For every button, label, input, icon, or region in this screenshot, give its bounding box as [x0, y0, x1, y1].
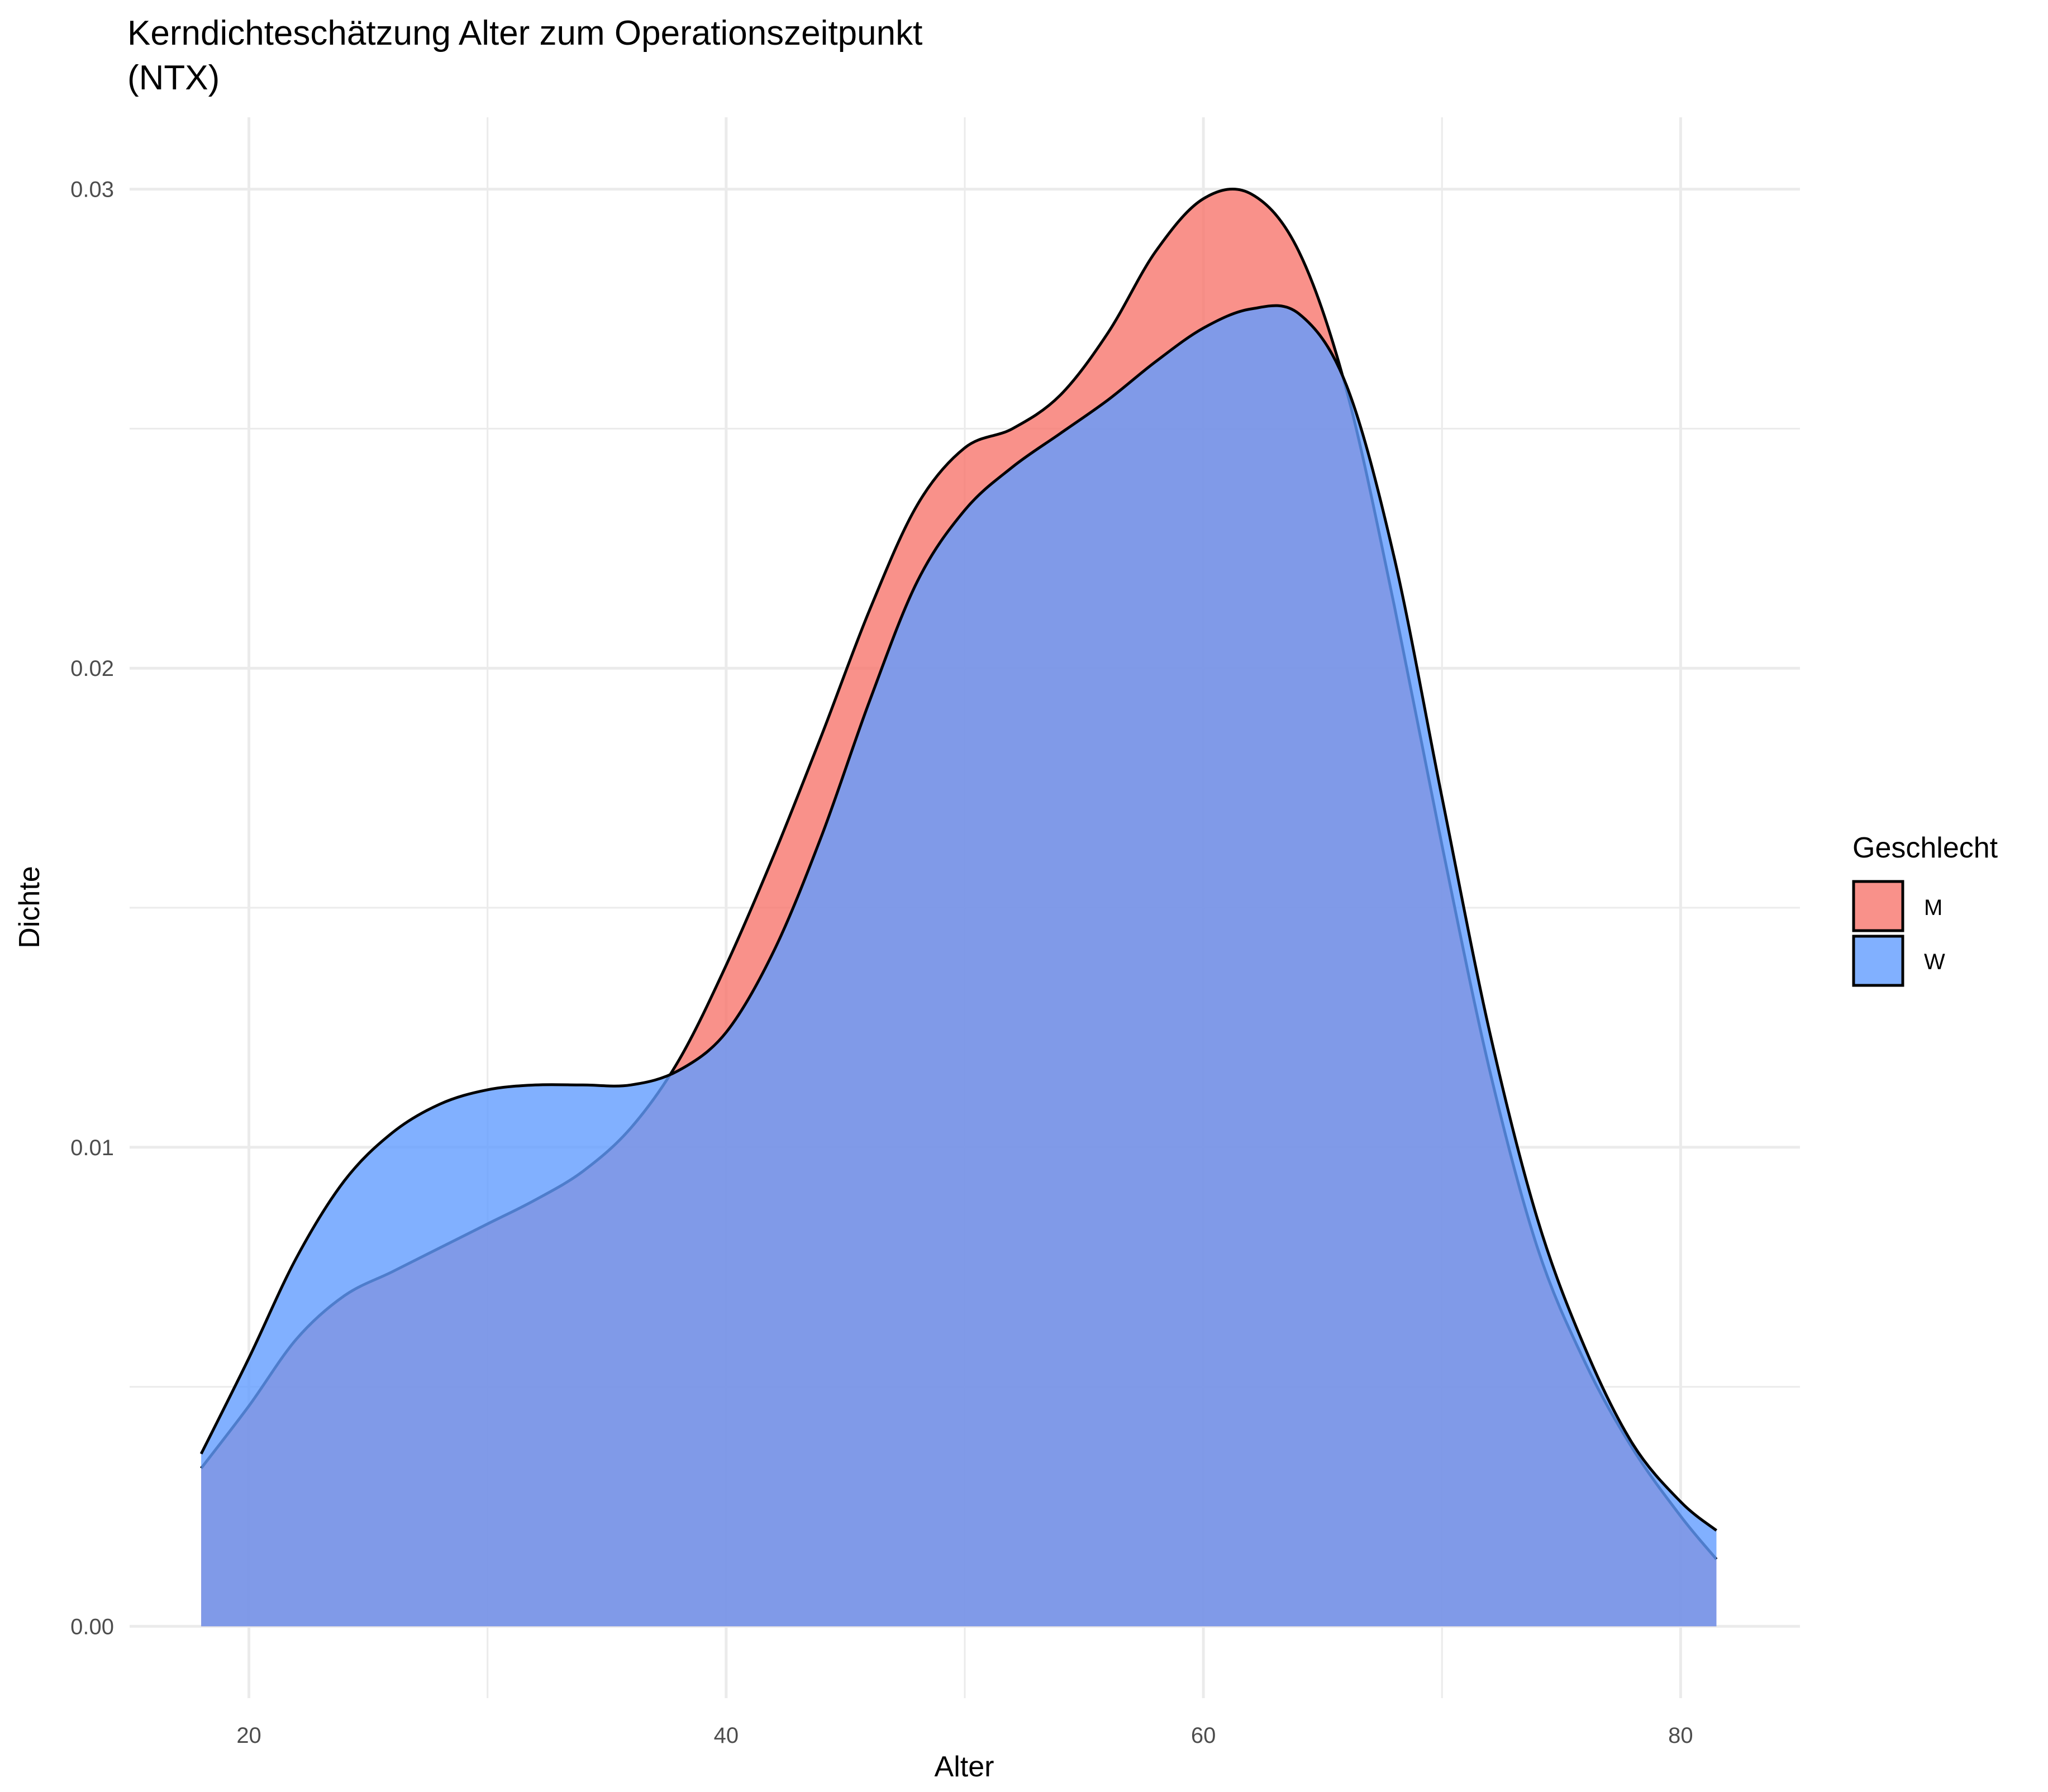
y-axis-title: Dichte — [13, 866, 46, 948]
legend-label-m: M — [1924, 895, 1942, 920]
density-area-w-outline — [199, 304, 1718, 1532]
y-tick-label: 0.00 — [70, 1614, 114, 1639]
tick-labels: 20 40 60 80 0.00 0.01 0.02 0.03 — [70, 178, 1693, 1748]
chart-title-line2: (NTX) — [127, 59, 220, 97]
legend-key-w — [1852, 935, 1904, 987]
density-areas — [199, 187, 1718, 1627]
x-tick-label: 40 — [714, 1723, 739, 1748]
chart-title-line1: Kerndichteschätzung Alter zum Operations… — [127, 14, 922, 53]
y-tick-label: 0.01 — [70, 1136, 114, 1160]
legend-label-w: W — [1924, 950, 1945, 974]
y-tick-label: 0.03 — [70, 178, 114, 202]
x-tick-label: 60 — [1191, 1723, 1216, 1748]
legend: Geschlecht M W — [1852, 832, 1998, 987]
legend-title: Geschlecht — [1852, 832, 1998, 864]
y-tick-label: 0.02 — [70, 656, 114, 681]
x-tick-label: 80 — [1668, 1723, 1693, 1748]
x-axis-title: Alter — [935, 1751, 994, 1783]
density-area-w — [201, 306, 1717, 1627]
legend-key-m — [1852, 880, 1904, 932]
x-tick-label: 20 — [236, 1723, 261, 1748]
